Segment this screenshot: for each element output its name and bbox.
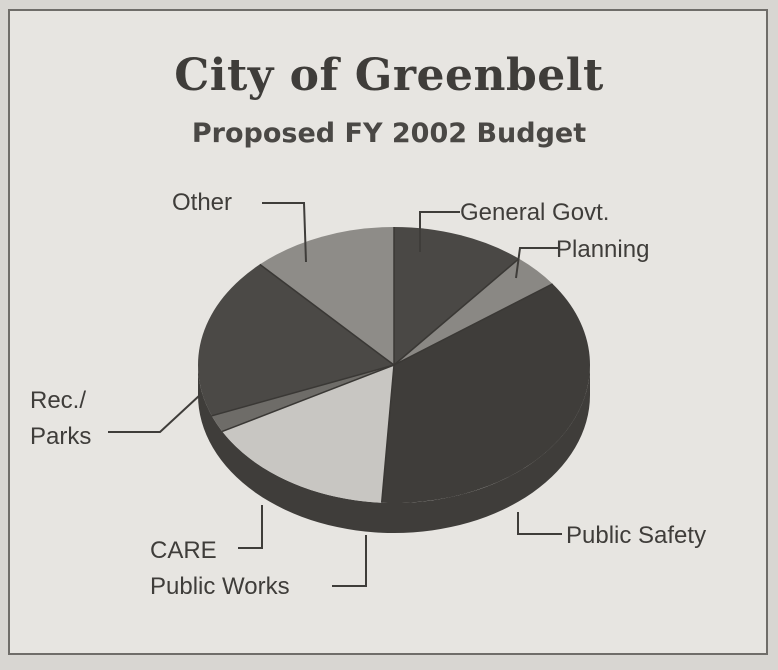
slice-divider xyxy=(221,364,395,433)
pie-slice-public-safety xyxy=(381,283,590,504)
leader-other xyxy=(262,202,307,263)
label-public-safety: Public Safety xyxy=(566,522,706,549)
pie-slice-planning xyxy=(394,258,553,365)
slice-divider xyxy=(380,364,395,503)
leader-planning xyxy=(515,247,560,279)
label-rec-line2: Parks xyxy=(30,423,91,450)
slice-divider xyxy=(259,263,395,366)
label-rec-line1: Rec./ xyxy=(30,387,86,414)
leader-general-govt xyxy=(419,211,460,252)
label-care: CARE xyxy=(150,537,217,564)
label-general-govt: General Govt. xyxy=(460,199,609,226)
pie-slice-other xyxy=(259,227,394,365)
leader-rec-parks xyxy=(108,394,201,433)
chart-title: City of Greenbelt xyxy=(174,50,604,101)
pie-side-wall xyxy=(198,365,590,533)
chart-subtitle: Proposed FY 2002 Budget xyxy=(191,118,587,149)
slice-divider xyxy=(393,283,553,366)
label-other: Other xyxy=(172,189,232,216)
pie-slice-general-govt xyxy=(394,227,519,365)
label-public-works: Public Works xyxy=(150,573,290,600)
slice-divider xyxy=(211,364,395,417)
leader-public-safety xyxy=(517,512,562,535)
leader-care xyxy=(238,505,263,549)
slice-divider xyxy=(393,258,520,366)
leader-public-works xyxy=(332,535,367,587)
pie-slice-public-works xyxy=(222,365,394,503)
pie-slice-care xyxy=(211,365,394,432)
label-planning: Planning xyxy=(556,236,649,263)
